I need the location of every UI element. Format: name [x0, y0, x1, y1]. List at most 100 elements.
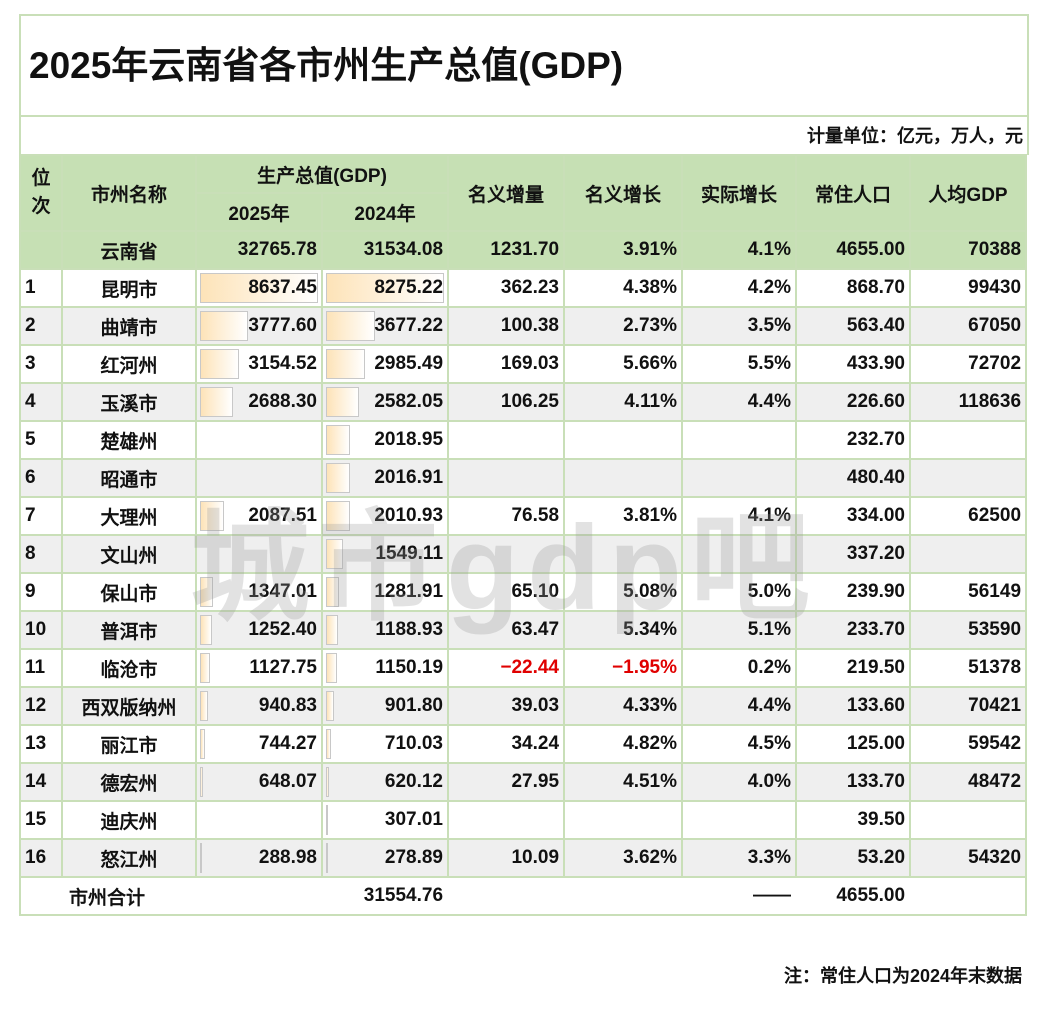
data-bar	[200, 501, 224, 531]
cell-value: 1347.01	[248, 581, 317, 602]
header-2025: 2025年	[195, 192, 323, 232]
data-bar	[200, 653, 211, 683]
cell-real-growth: 4.4%	[681, 382, 798, 422]
cell-value: 334.00	[846, 505, 906, 526]
cell-rank: 8	[19, 534, 63, 574]
province-per-capita: 70388	[909, 230, 1028, 270]
cell-population: 226.60	[795, 382, 912, 422]
data-bar	[326, 273, 445, 303]
cell-per-capita: 72702	[909, 344, 1028, 384]
header-name: 市州名称	[61, 154, 197, 232]
cell-value: 3.3%	[747, 847, 792, 868]
cell-gdp-2024: 901.80	[320, 686, 450, 726]
cell-value: 1	[25, 277, 36, 298]
cell-population: 337.20	[795, 534, 912, 574]
cell-rank: 3	[19, 344, 63, 384]
cell-name: 曲靖市	[61, 306, 197, 346]
cell-real-growth: 4.0%	[681, 762, 798, 802]
cell-gdp-2025: 288.98	[195, 838, 323, 878]
cell-value: 2087.51	[248, 505, 317, 526]
cell-value: 德宏州	[100, 773, 158, 795]
data-bar	[200, 273, 318, 303]
cell-value: 5.0%	[747, 581, 792, 602]
cell-value: 53590	[968, 619, 1022, 640]
cell-rank: 16	[19, 838, 63, 878]
cell-nominal-increase: 39.03	[447, 686, 566, 726]
cell-real-growth: 4.5%	[681, 724, 798, 764]
cell-value: 1549.11	[375, 543, 444, 564]
data-bar	[326, 349, 365, 379]
cell-nominal-increase: 169.03	[447, 344, 566, 384]
data-bar	[200, 387, 233, 417]
data-bar	[326, 387, 359, 417]
cell-value: 337.20	[846, 543, 906, 564]
cell-value: 4.4%	[747, 391, 792, 412]
cell-value: 10.09	[511, 847, 560, 868]
cell-value: 133.60	[846, 695, 906, 716]
table-row: 5 楚雄州 2018.95 232.70	[19, 420, 1028, 460]
cell-gdp-2025: 8637.45	[195, 268, 323, 308]
cell-nominal-increase: 65.10	[447, 572, 566, 612]
cell-value: 8275.22	[374, 277, 444, 298]
cell-population: 39.50	[795, 800, 912, 840]
cell-population: 232.70	[795, 420, 912, 460]
cell-value: 迪庆州	[100, 811, 158, 833]
header-per-capita: 人均GDP	[909, 154, 1028, 232]
cell-nominal-growth: 3.62%	[563, 838, 684, 878]
cell-nominal-increase	[447, 458, 566, 498]
summary-real-growth: ——	[682, 876, 797, 916]
cell-value: 12	[25, 695, 47, 716]
cell-value: 文山州	[100, 545, 158, 567]
cell-value: 278.89	[384, 847, 444, 868]
cell-value: 1150.19	[375, 657, 444, 678]
cell-value: 65.10	[511, 581, 560, 602]
cell-per-capita	[909, 458, 1028, 498]
cell-nominal-increase: 100.38	[447, 306, 566, 346]
table-row: 4 玉溪市 2688.30 2582.05 106.25 4.11% 4.4% 226.60 1…	[19, 382, 1028, 422]
summary-population: 4655.00	[796, 876, 911, 916]
cell-value: 1252.40	[248, 619, 317, 640]
cell-value: 7	[25, 505, 36, 526]
cell-population: 239.90	[795, 572, 912, 612]
cell-nominal-increase	[447, 420, 566, 460]
cell-rank: 2	[19, 306, 63, 346]
cell-real-growth	[681, 534, 798, 574]
cell-value: 433.90	[846, 353, 906, 374]
cell-gdp-2024: 307.01	[320, 800, 450, 840]
table-row: 9 保山市 1347.01 1281.91 65.10 5.08% 5.0% 239.90 56…	[19, 572, 1028, 612]
cell-value: 9	[25, 581, 36, 602]
cell-value: 5.34%	[623, 619, 678, 640]
cell-rank: 13	[19, 724, 63, 764]
cell-rank: 7	[19, 496, 63, 536]
cell-real-growth: 3.3%	[681, 838, 798, 878]
cell-gdp-2024: 1188.93	[320, 610, 450, 650]
cell-nominal-increase: 76.58	[447, 496, 566, 536]
cell-value: 4.38%	[623, 277, 678, 298]
cell-value: 曲靖市	[100, 317, 158, 339]
unit-label: 计量单位：亿元，万人，元	[807, 126, 1023, 146]
cell-per-capita: 62500	[909, 496, 1028, 536]
cell-gdp-2025: 648.07	[195, 762, 323, 802]
cell-name: 红河州	[61, 344, 197, 384]
cell-nominal-growth	[563, 420, 684, 460]
cell-population: 334.00	[795, 496, 912, 536]
cell-value: 6	[25, 467, 36, 488]
cell-nominal-growth: 2.73%	[563, 306, 684, 346]
table-row: 2 曲靖市 3777.60 3677.22 100.38 2.73% 3.5% 563.40 6…	[19, 306, 1028, 346]
cell-nominal-increase	[447, 534, 566, 574]
header-gdp: 生产总值(GDP)	[194, 154, 450, 194]
data-bar	[200, 691, 208, 721]
cell-real-growth: 5.5%	[681, 344, 798, 384]
data-bar	[200, 311, 249, 341]
cell-value: 51378	[968, 657, 1022, 678]
cell-value: 76.58	[511, 505, 560, 526]
cell-nominal-growth: 5.08%	[563, 572, 684, 612]
cell-value: 8637.45	[248, 277, 317, 298]
cell-gdp-2024: 8275.22	[320, 268, 450, 308]
cell-per-capita	[909, 420, 1028, 460]
cell-name: 德宏州	[61, 762, 197, 802]
cell-value: 西双版纳州	[81, 697, 177, 719]
cell-value: 临沧市	[100, 659, 158, 681]
cell-real-growth: 4.2%	[681, 268, 798, 308]
cell-value: 普洱市	[100, 621, 158, 643]
